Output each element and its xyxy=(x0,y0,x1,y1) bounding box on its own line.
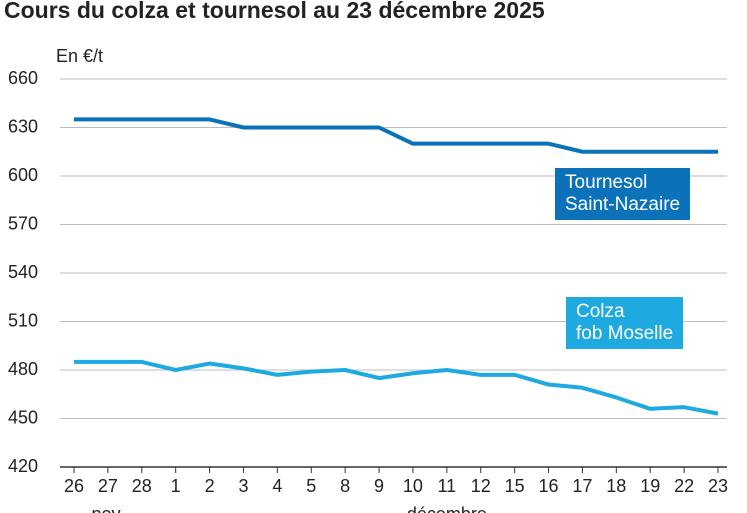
series-label: Tournesol Saint-Nazaire xyxy=(555,168,691,220)
x-tick-label: 27 xyxy=(98,476,118,496)
x-tick-label: 22 xyxy=(674,476,694,496)
y-tick-label: 450 xyxy=(8,407,38,427)
y-tick-label: 420 xyxy=(8,456,38,476)
x-tick-label: 5 xyxy=(306,476,316,496)
series-label: Colza fob Moselle xyxy=(566,297,684,349)
x-tick-label: 1 xyxy=(171,476,181,496)
month-label: décembre xyxy=(407,504,487,513)
y-tick-label: 540 xyxy=(8,262,38,282)
x-tick-label: 10 xyxy=(403,476,423,496)
x-tick-label: 8 xyxy=(340,476,350,496)
month-label: nov. xyxy=(92,504,125,513)
y-tick-label: 660 xyxy=(8,68,38,88)
series-line xyxy=(74,117,718,154)
y-tick-label: 600 xyxy=(8,165,38,185)
x-tick-label: 4 xyxy=(272,476,282,496)
series-line xyxy=(74,359,719,416)
x-tick-label: 9 xyxy=(374,476,384,496)
chart-title: Cours du colza et tournesol au 23 décemb… xyxy=(4,0,545,23)
x-tick-label: 11 xyxy=(437,476,456,496)
x-tick-label: 17 xyxy=(572,476,592,496)
x-tick-label: 16 xyxy=(539,476,559,496)
y-tick-label: 630 xyxy=(8,116,38,136)
x-tick-label: 26 xyxy=(64,476,84,496)
x-tick-label: 18 xyxy=(606,476,626,496)
x-tick-label: 23 xyxy=(708,476,728,496)
y-tick-label: 510 xyxy=(8,310,38,330)
x-tick-label: 19 xyxy=(640,476,660,496)
x-tick-label: 15 xyxy=(505,476,525,496)
x-tick-label: 3 xyxy=(238,476,248,496)
x-tick-label: 28 xyxy=(132,476,152,496)
x-tick-label: 12 xyxy=(471,476,491,496)
y-axis-label: En €/t xyxy=(56,46,103,66)
y-tick-label: 570 xyxy=(8,213,38,233)
y-tick-label: 480 xyxy=(8,359,38,379)
x-tick-label: 2 xyxy=(205,476,215,496)
